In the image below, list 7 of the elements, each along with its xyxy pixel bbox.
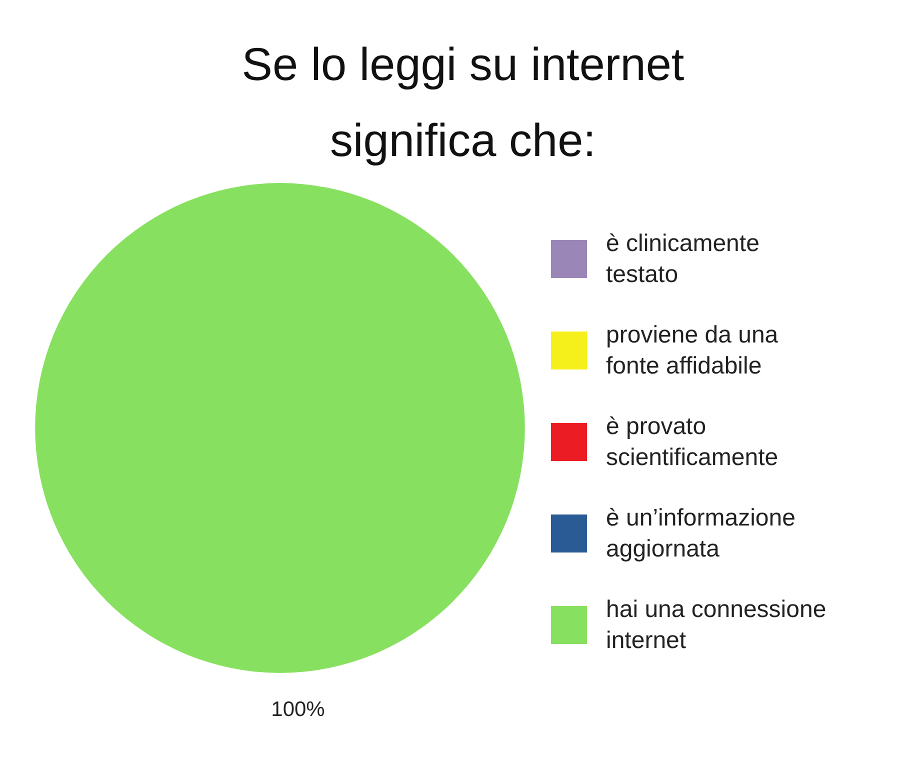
data-label: 100% xyxy=(271,698,325,721)
legend-label: è un’informazione aggiornata xyxy=(606,504,796,562)
legend-label: è provato scientificamente xyxy=(606,413,778,471)
chart-title: Se lo leggi su internet significa che: xyxy=(242,38,684,166)
legend-label: è clinicamente testato xyxy=(606,230,760,288)
legend-label: proviene da una fonte affidabile xyxy=(606,322,779,380)
legend-label: hai una connessione internet xyxy=(606,596,826,654)
